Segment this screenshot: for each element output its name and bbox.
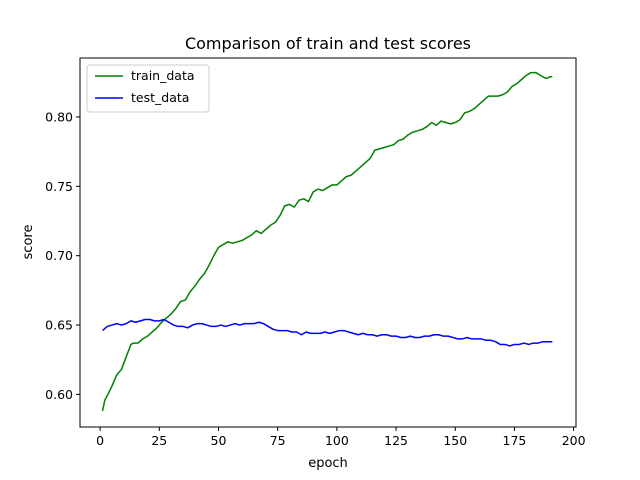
- x-tick-label: 175: [503, 433, 527, 448]
- chart-title: Comparison of train and test scores: [185, 34, 471, 53]
- x-tick-label: 75: [270, 433, 286, 448]
- x-axis-label: epoch: [308, 456, 348, 471]
- plot-frame: [79, 57, 577, 428]
- x-tick-label: 25: [151, 433, 167, 448]
- x-tick-label: 150: [443, 433, 467, 448]
- y-tick-label: 0.60: [45, 387, 73, 402]
- y-tick-label: 0.65: [45, 318, 73, 333]
- y-tick-label: 0.75: [45, 179, 73, 194]
- x-axis-ticks: 0 25 50 75 100 125 150 175 200: [96, 427, 586, 448]
- x-tick-label: 125: [384, 433, 408, 448]
- x-tick-label: 0: [96, 433, 104, 448]
- y-tick-label: 0.80: [45, 109, 73, 124]
- legend: train_data test_data: [86, 64, 210, 113]
- plot-lines: [101, 71, 553, 412]
- x-tick-label: 100: [325, 433, 349, 448]
- legend-label-train: train_data: [131, 68, 195, 83]
- legend-label-test: test_data: [131, 90, 189, 105]
- series-line-test_data: [101, 318, 553, 347]
- y-axis-ticks: 0.60 0.65 0.70 0.75 0.80: [45, 109, 80, 402]
- series-line-train_data: [101, 71, 553, 412]
- x-tick-label: 200: [562, 433, 586, 448]
- x-tick-label: 50: [211, 433, 227, 448]
- y-axis-label: score: [21, 225, 36, 260]
- y-tick-label: 0.70: [45, 248, 73, 263]
